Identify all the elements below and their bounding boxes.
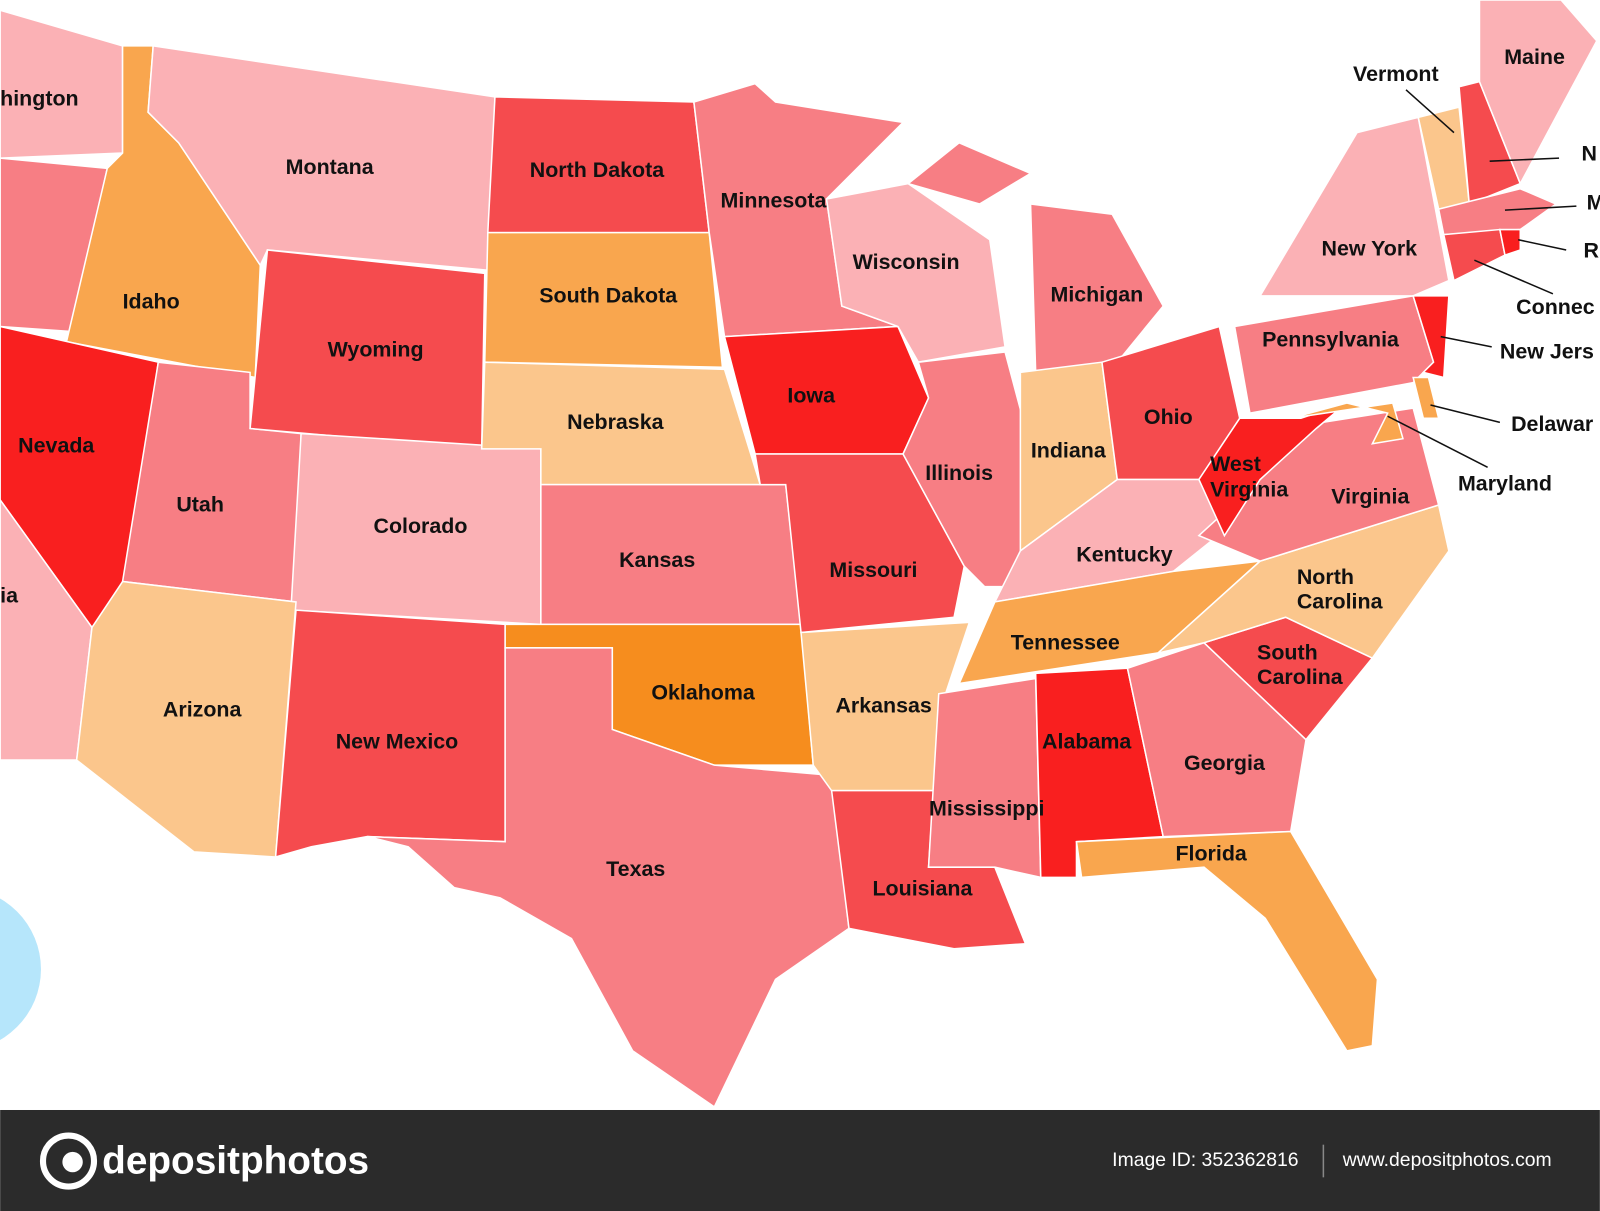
state-label: Connec: [1516, 295, 1595, 319]
state-label: Virginia: [1210, 477, 1289, 501]
state-label: Carolina: [1297, 590, 1384, 614]
state-label: Maryland: [1458, 471, 1552, 495]
state-label: Georgia: [1184, 751, 1266, 775]
leader-lines: [1387, 89, 1577, 468]
south-dakota: [483, 231, 724, 369]
state-label: Alabama: [1042, 729, 1132, 753]
state-label: Missouri: [829, 558, 917, 582]
state-label: South Dakota: [539, 284, 678, 308]
footer-bar: [0, 1109, 1600, 1211]
state-label: ia: [0, 583, 19, 607]
states: [0, 0, 1598, 1109]
new-jersey: [1412, 295, 1450, 379]
state-label: hington: [0, 87, 78, 111]
new-york: [1258, 116, 1450, 297]
state-label: Nevada: [18, 434, 95, 458]
leader-line: [1474, 259, 1554, 295]
state-label: Kansas: [619, 548, 695, 572]
brand: depositphotos: [102, 1139, 369, 1182]
footer: depositphotos Image ID: 352362816 www.de…: [0, 1109, 1600, 1211]
state-label: Arkansas: [835, 694, 931, 718]
state-label: Texas: [606, 857, 665, 881]
texas: [367, 647, 850, 1109]
leader-line: [1489, 157, 1560, 162]
delaware: [1412, 376, 1440, 420]
state-label: North: [1297, 565, 1354, 589]
state-label: Idaho: [123, 290, 180, 314]
state-label: Carolina: [1257, 665, 1344, 689]
state-label: Arizona: [163, 698, 243, 722]
maryland: [1290, 402, 1404, 445]
state-label: Maine: [1504, 45, 1565, 69]
state-label: Montana: [286, 155, 375, 179]
state-label: Ohio: [1144, 405, 1193, 429]
state-label: New York: [1321, 237, 1417, 261]
state-label: Wyoming: [328, 338, 424, 362]
state-label: Florida: [1175, 842, 1247, 866]
illinois: [902, 351, 1027, 588]
state-label: Colorado: [374, 514, 468, 538]
leader-line: [1387, 415, 1488, 468]
state-label: Pennsylvania: [1262, 327, 1400, 351]
michigan-upper: [906, 141, 1033, 205]
florida: [1075, 830, 1379, 1052]
image-id: Image ID: 352362816: [1112, 1149, 1298, 1171]
state-label: Virginia: [1331, 485, 1410, 509]
state-label: Indiana: [1031, 439, 1107, 463]
washington: [0, 9, 124, 159]
state-label: North Dakota: [530, 158, 665, 182]
state-label: R: [1584, 239, 1600, 263]
leader-line: [1518, 239, 1567, 251]
state-label: Nebraska: [567, 410, 664, 434]
state-label: New Mexico: [336, 729, 459, 753]
georgia: [1126, 641, 1307, 838]
state-label: Minnesota: [721, 189, 828, 213]
state-label: Tennessee: [1011, 630, 1120, 654]
michigan: [1029, 203, 1165, 374]
state-label: Mississippi: [929, 797, 1044, 821]
state-label: South: [1257, 641, 1318, 665]
pennsylvania: [1233, 294, 1435, 415]
logo-icon-lens: [62, 1151, 83, 1173]
leader-line: [1405, 89, 1455, 134]
state-label: Oklahoma: [651, 680, 756, 704]
url: www.depositphotos.com: [1342, 1149, 1552, 1171]
state-label: Kentucky: [1076, 543, 1172, 567]
state-label: Utah: [176, 493, 224, 517]
logo-icon: [39, 1132, 98, 1190]
state-label: Iowa: [787, 384, 836, 408]
connecticut: [1442, 228, 1506, 282]
state-label: West: [1210, 452, 1261, 476]
massachusetts: [1437, 187, 1558, 236]
leader-line: [1430, 404, 1501, 424]
arizona: [75, 580, 297, 858]
state-label: Michigan: [1051, 283, 1144, 307]
state-label: Louisiana: [872, 876, 973, 900]
state-label: M: [1587, 191, 1600, 215]
mississippi: [927, 677, 1042, 879]
west-virginia: [1198, 402, 1348, 538]
state-label: Delawar: [1511, 412, 1593, 436]
wisconsin: [825, 182, 1006, 364]
state-label: Wisconsin: [853, 250, 960, 274]
maine: [1478, 0, 1598, 186]
leader-line: [1440, 335, 1492, 348]
state-label: Illinois: [925, 461, 993, 485]
state-label: New Jers: [1500, 340, 1594, 364]
rhode-island: [1498, 228, 1522, 257]
state-label: Vermont: [1353, 62, 1439, 86]
leader-line: [1504, 205, 1577, 211]
ocean: [0, 898, 41, 1040]
state-labels: hington Montana North Dakota Minnesota W…: [0, 45, 1600, 900]
state-label: N: [1581, 142, 1596, 166]
